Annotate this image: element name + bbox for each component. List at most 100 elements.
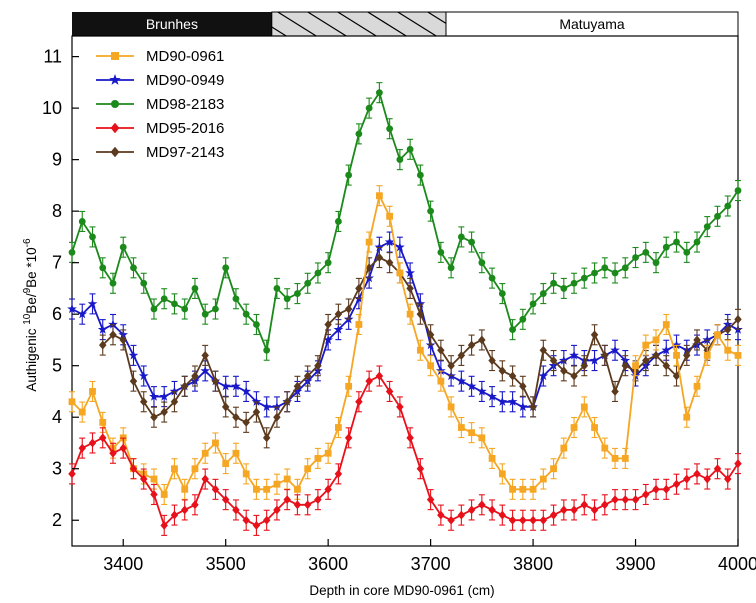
transition-hatch xyxy=(337,11,377,37)
point-md90-0961 xyxy=(201,449,209,457)
point-md95-2016 xyxy=(242,515,250,525)
y-tick-label: 6 xyxy=(52,304,62,324)
point-md90-0961 xyxy=(457,424,465,431)
point-md97-2143 xyxy=(344,304,353,314)
point-md98-2183 xyxy=(345,171,353,179)
point-md90-0961 xyxy=(662,321,670,328)
point-md95-2016 xyxy=(129,464,138,474)
point-md90-0961 xyxy=(488,455,496,462)
point-md90-0949 xyxy=(384,236,395,247)
point-md95-2016 xyxy=(478,500,486,510)
y-tick-label: 10 xyxy=(42,98,62,118)
point-md98-2183 xyxy=(591,269,598,277)
point-md90-0949 xyxy=(97,324,108,334)
point-md97-2143 xyxy=(457,350,466,360)
point-md90-0949 xyxy=(200,365,211,375)
point-md97-2143 xyxy=(642,356,650,365)
point-md98-2183 xyxy=(181,305,189,313)
point-md90-0949 xyxy=(671,339,682,350)
point-md90-0961 xyxy=(714,331,721,339)
point-md97-2143 xyxy=(375,253,384,262)
point-md95-2016 xyxy=(652,484,660,494)
point-md97-2143 xyxy=(109,330,117,340)
point-md98-2183 xyxy=(509,326,516,334)
point-md98-2183 xyxy=(201,310,209,318)
series-md95-2016 xyxy=(68,365,742,536)
point-md95-2016 xyxy=(262,515,271,525)
point-md90-0961 xyxy=(539,475,547,483)
point-md97-2143 xyxy=(385,258,394,268)
point-md97-2143 xyxy=(314,361,322,371)
point-md95-2016 xyxy=(365,376,373,386)
point-md97-2143 xyxy=(467,340,476,350)
y-axis-title: Authigenic 10Be/9Be *10-6 xyxy=(22,238,39,392)
point-md98-2183 xyxy=(273,285,281,292)
legend-item-md97-2143: MD97-2143 xyxy=(96,144,224,161)
point-md90-0961 xyxy=(160,491,168,498)
point-md98-2183 xyxy=(539,290,547,297)
point-md90-0961 xyxy=(611,455,619,462)
point-md90-0961 xyxy=(396,269,404,277)
point-md98-2183 xyxy=(222,264,230,272)
brunhes-band xyxy=(72,12,272,36)
point-md97-2143 xyxy=(621,361,630,371)
point-md98-2183 xyxy=(550,279,557,287)
point-md98-2183 xyxy=(673,238,680,246)
x-tick-label: 3600 xyxy=(308,554,348,574)
point-md90-0961 xyxy=(498,470,506,478)
point-md97-2143 xyxy=(150,412,158,422)
point-md98-2183 xyxy=(570,279,578,287)
point-md90-0961 xyxy=(324,449,332,457)
point-md98-2183 xyxy=(253,321,260,328)
point-md97-2143 xyxy=(201,350,209,360)
point-md97-2143 xyxy=(488,356,496,365)
point-md98-2183 xyxy=(693,238,701,246)
point-md97-2143 xyxy=(191,371,199,381)
legend-marker xyxy=(109,74,121,85)
point-md90-0961 xyxy=(478,434,486,442)
point-md90-0961 xyxy=(304,465,312,473)
point-md97-2143 xyxy=(560,366,568,376)
point-md98-2183 xyxy=(437,248,445,256)
point-md90-0961 xyxy=(263,485,271,493)
point-md90-0961 xyxy=(386,212,394,220)
point-md90-0961 xyxy=(632,362,639,370)
point-md97-2143 xyxy=(355,284,363,293)
point-md98-2183 xyxy=(406,145,414,153)
point-md98-2183 xyxy=(160,295,168,303)
point-md97-2143 xyxy=(590,330,599,340)
point-md95-2016 xyxy=(314,495,322,505)
legend-item-md90-0949: MD90-0949 xyxy=(96,72,224,89)
point-md98-2183 xyxy=(498,290,506,297)
point-md98-2183 xyxy=(683,248,691,256)
transition-band xyxy=(271,11,447,37)
point-md97-2143 xyxy=(334,309,343,319)
point-md98-2183 xyxy=(662,243,670,251)
point-md90-0949 xyxy=(589,355,600,365)
point-md95-2016 xyxy=(467,505,476,515)
point-md95-2016 xyxy=(303,500,312,510)
point-md90-0961 xyxy=(468,429,475,437)
point-md90-0961 xyxy=(273,480,281,488)
point-md90-0961 xyxy=(150,475,158,483)
point-md95-2016 xyxy=(734,459,742,468)
point-md90-0949 xyxy=(477,386,487,396)
point-md90-0949 xyxy=(405,267,415,278)
series-md98-2183 xyxy=(68,82,742,361)
point-md98-2183 xyxy=(130,264,137,272)
point-md90-0949 xyxy=(558,355,569,365)
point-md98-2183 xyxy=(642,248,650,256)
point-md97-2143 xyxy=(221,402,230,412)
point-md90-0961 xyxy=(560,444,568,452)
point-md98-2183 xyxy=(375,89,383,97)
point-md90-0961 xyxy=(416,346,424,354)
point-md97-2143 xyxy=(519,381,527,391)
point-md90-0949 xyxy=(149,391,159,401)
point-md98-2183 xyxy=(68,248,76,256)
point-md98-2183 xyxy=(314,269,322,277)
point-md95-2016 xyxy=(457,510,466,520)
point-md90-0961 xyxy=(406,310,414,318)
point-md95-2016 xyxy=(211,484,220,494)
point-md97-2143 xyxy=(601,350,609,360)
